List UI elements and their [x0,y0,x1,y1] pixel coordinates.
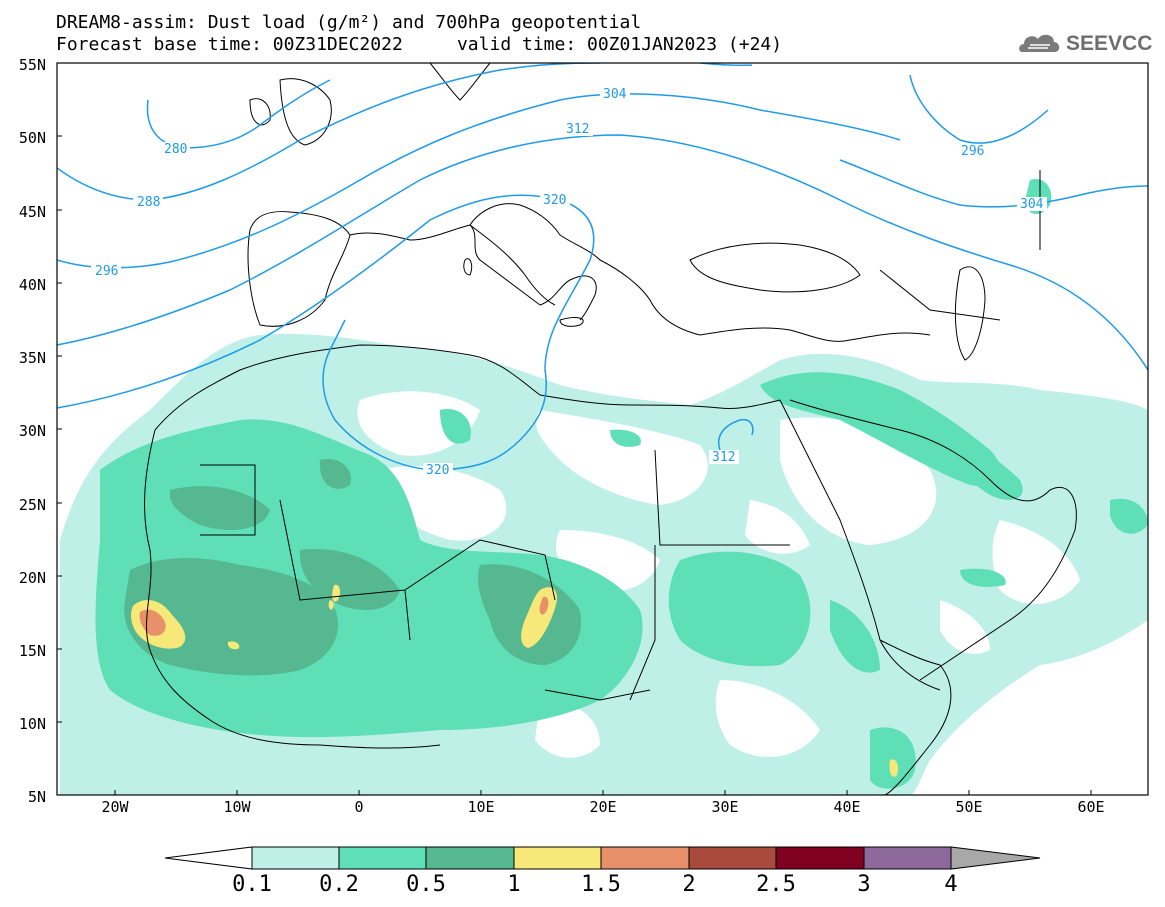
coastlines [144,63,1077,795]
colorbar-label: 3 [857,872,871,897]
lon-label: 30E [711,798,739,816]
lat-label: 45N [18,203,46,221]
colorbar-label: 1 [507,872,521,897]
lat-label: 35N [18,349,46,367]
lon-label: 10W [223,798,251,816]
colorbar-swatch [600,846,690,870]
lat-label: 5N [27,788,46,806]
contour-labels: 280 288 296 304 312 320 320 312 304 296 [91,63,1047,478]
lat-label: 25N [18,496,46,514]
lon-label: 20W [101,798,129,816]
contour-label: 296 [95,264,118,279]
lat-label: 10N [18,715,46,733]
colorbar-swatch [775,846,865,870]
colorbar-swatch [513,846,602,870]
lon-label: 0 [354,798,364,816]
lon-label: 10E [467,798,495,816]
colorbar-swatch [251,846,340,870]
lon-label: 40E [833,798,861,816]
lat-label: 30N [18,422,46,440]
contour-label: 304 [1020,197,1044,212]
contour-label: 320 [543,193,566,208]
contour-label: 312 [712,450,735,465]
colorbar-label: 4 [944,872,958,897]
geopotential-contours [57,63,1148,471]
colorbar-label: 0.5 [406,872,446,897]
map-title: DREAM8-assim: Dust load (g/m²) and 700hP… [56,12,642,33]
contour-label: 320 [426,463,449,478]
lat-label: 15N [18,642,46,660]
contour-label: 296 [961,144,984,159]
colorbar-label: 1.5 [581,872,621,897]
cloud-logo-icon [1019,34,1060,52]
forecast-time-subtitle: Forecast base time: 00Z31DEC2022 valid t… [56,34,783,55]
lat-label: 55N [18,56,46,74]
colorbar-swatch [688,846,777,870]
lon-label: 60E [1077,798,1105,816]
lat-label: 40N [18,276,46,294]
colorbar [164,846,1041,870]
contour-label: 304 [603,87,627,102]
lon-label: 50E [955,798,983,816]
colorbar-swatch [425,846,515,870]
lat-label: 20N [18,569,46,587]
logo-text: SEEVCCC [1066,32,1153,55]
tick-marks [57,135,1092,795]
colorbar-swatch [863,846,952,870]
contour-label: 280 [164,142,187,157]
colorbar-swatch [338,846,427,870]
lat-label: 50N [18,129,46,147]
colorbar-label: 2 [682,872,696,897]
dust-fields [60,179,1148,795]
colorbar-max-arrow [950,846,1041,870]
seevccc-logo: SEEVCCC [1019,32,1153,55]
contour-label: 312 [566,122,589,137]
lon-label: 20E [589,798,617,816]
contour-label: 288 [137,195,160,210]
colorbar-label: 0.2 [319,872,359,897]
colorbar-min-arrow [164,846,253,870]
colorbar-label: 0.1 [232,872,272,897]
colorbar-label: 2.5 [756,872,796,897]
